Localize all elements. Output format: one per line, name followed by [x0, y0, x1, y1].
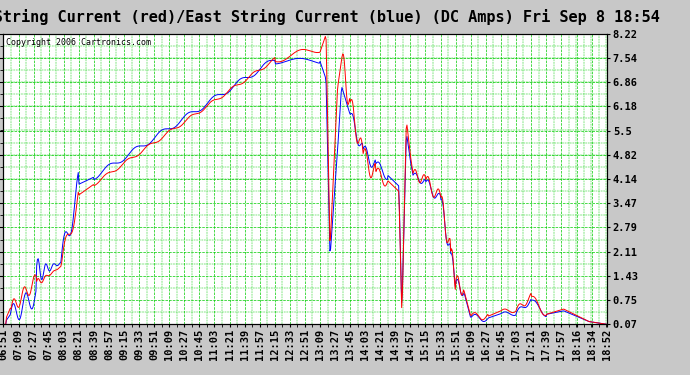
Text: West String Current (red)/East String Current (blue) (DC Amps) Fri Sep 8 18:54: West String Current (red)/East String Cu… [0, 9, 660, 26]
Text: Copyright 2006 Cartronics.com: Copyright 2006 Cartronics.com [6, 38, 152, 47]
